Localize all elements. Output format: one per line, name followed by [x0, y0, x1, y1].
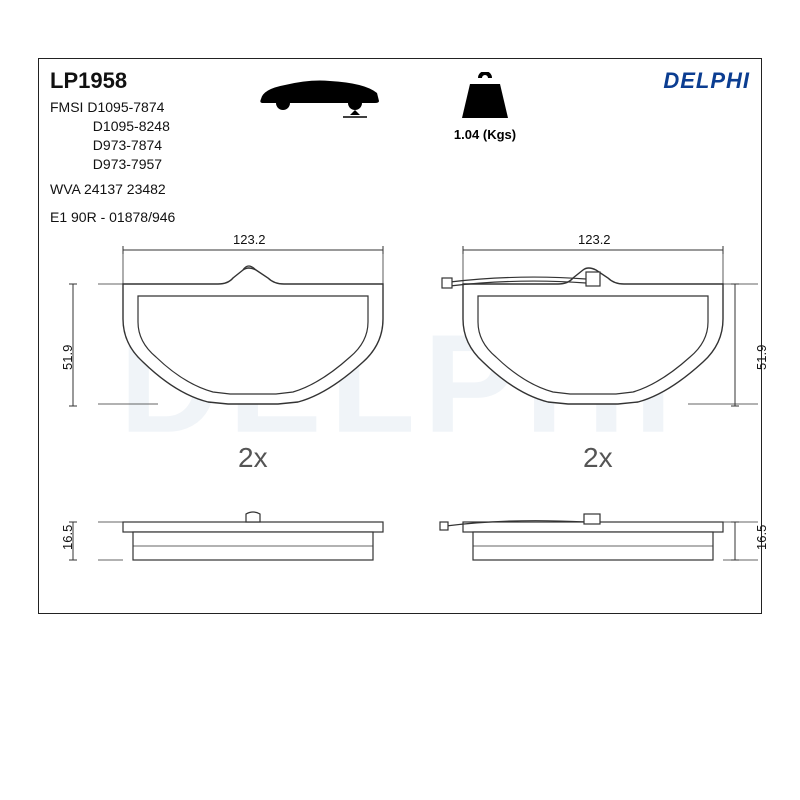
brake-pad-front-left	[98, 244, 408, 444]
wva-code: 24137 23482	[84, 181, 166, 197]
fmsi-2: D973-7874	[93, 137, 162, 153]
fmsi-1: D1095-8248	[93, 118, 170, 134]
dim-bar-thick-right	[728, 518, 742, 568]
car-rear-axle-icon	[255, 73, 385, 126]
weight-value: 1.04	[454, 127, 479, 142]
brake-pad-side-left	[98, 510, 408, 580]
weight-icon	[458, 72, 512, 120]
brake-pad-side-right	[438, 510, 758, 580]
qty-left: 2x	[238, 442, 268, 474]
weight-block: 1.04 (Kgs)	[440, 72, 530, 142]
dim-bar-height-left	[66, 280, 80, 410]
fmsi-3: D973-7957	[93, 156, 162, 172]
diagram-area: 123.2 123.2 51.9 51.9 16.5 16.5	[38, 230, 762, 614]
fmsi-label: FMSI	[50, 99, 83, 115]
dim-bar-thick-left	[66, 518, 80, 568]
dim-bar-height-right	[728, 280, 742, 410]
code-list: FMSI D1095-7874 D1095-8248 D973-7874 D97…	[50, 98, 750, 227]
brake-pad-front-right	[438, 244, 758, 444]
ece-code: E1 90R - 01878/946	[50, 209, 175, 225]
fmsi-0: D1095-7874	[87, 99, 164, 115]
header-block: LP1958 FMSI D1095-7874 D1095-8248 D973-7…	[50, 68, 750, 227]
qty-right: 2x	[583, 442, 613, 474]
weight-unit: (Kgs)	[483, 127, 516, 142]
part-number: LP1958	[50, 68, 750, 94]
wva-label: WVA	[50, 181, 80, 197]
